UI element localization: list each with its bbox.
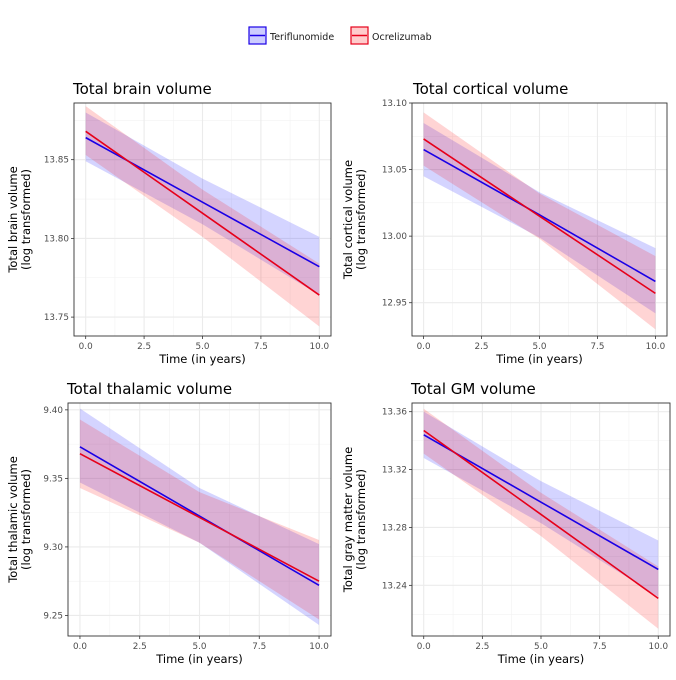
- x-tick-label: 0.0: [73, 642, 87, 652]
- x-tick-label: 2.5: [475, 342, 489, 352]
- y-axis-label: Total cortical volume: [341, 160, 355, 280]
- plot-border: [67, 402, 332, 637]
- trend-line-teriflunomide: [423, 434, 659, 571]
- chart-panels: 0.0 2.5 5.0 7.5 10.0 13.75 13.80 13.85 Total bra…: [6, 80, 671, 666]
- x-tick-label: 7.5: [254, 342, 268, 352]
- panel-title: Total cortical volume: [412, 80, 568, 98]
- y-tick-label: 9.35: [43, 474, 63, 484]
- trend-line-ocrelizumab: [423, 138, 656, 295]
- y-tick-label: 9.30: [43, 543, 63, 553]
- y-axis-label: Total thalamic volume: [6, 456, 20, 584]
- panel-1: 0.0 2.5 5.0 7.5 10.0 13.75 13.80 13.85 Total bra…: [6, 80, 332, 366]
- x-tick-label: 0.0: [417, 342, 431, 352]
- x-tick-label: 2.5: [133, 642, 147, 652]
- y-axis-label: (log transformed): [354, 169, 368, 270]
- x-tick-label: 10.0: [646, 342, 666, 352]
- x-axis-label: Time (in years): [158, 352, 246, 366]
- y-tick-label: 13.00: [382, 232, 408, 242]
- plot-border: [411, 102, 668, 337]
- x-tick-label: 7.5: [593, 642, 607, 652]
- y-tick-label: 13.05: [382, 166, 407, 176]
- confidence-ribbon-ocrelizumab: [79, 419, 320, 620]
- panel-2: 0.0 2.5 5.0 7.5 10.0 12.95 13.00 13.05 13.10 Tota…: [341, 80, 668, 366]
- legend: Teriflunomide Ocrelizumab: [248, 26, 432, 45]
- panel-title: Total brain volume: [72, 80, 212, 98]
- x-tick-label: 7.5: [252, 642, 266, 652]
- trend-line-ocrelizumab: [79, 453, 320, 582]
- x-tick-label: 2.5: [475, 642, 489, 652]
- x-tick-label: 10.0: [309, 642, 329, 652]
- x-tick-label: 10.0: [310, 342, 330, 352]
- trend-line-ocrelizumab: [85, 130, 320, 296]
- confidence-ribbon-ocrelizumab: [423, 408, 659, 629]
- y-tick-label: 13.36: [382, 408, 408, 418]
- x-tick-label: 7.5: [590, 342, 604, 352]
- x-tick-label: 5.0: [193, 642, 207, 652]
- x-axis-label: Time (in years): [155, 652, 243, 666]
- x-tick-label: 10.0: [648, 642, 668, 652]
- y-tick-label: 13.75: [44, 313, 69, 323]
- y-tick-label: 9.25: [43, 611, 63, 621]
- confidence-ribbon-ocrelizumab: [423, 112, 656, 330]
- y-tick-label: 13.28: [382, 523, 407, 533]
- x-tick-label: 0.0: [417, 642, 431, 652]
- panel-title: Total thalamic volume: [66, 380, 232, 398]
- y-axis-label: Total brain volume: [6, 166, 20, 273]
- x-tick-label: 5.0: [533, 342, 547, 352]
- legend-item-ocrelizumab: Ocrelizumab: [350, 26, 432, 45]
- x-tick-label: 5.0: [196, 342, 210, 352]
- y-axis-label: (log transformed): [19, 169, 33, 270]
- trend-line-teriflunomide: [423, 148, 656, 283]
- x-axis-label: Time (in years): [497, 652, 585, 666]
- confidence-ribbon-teriflunomide: [85, 112, 320, 296]
- x-axis-label: Time (in years): [495, 352, 583, 366]
- y-tick-label: 9.40: [43, 406, 63, 416]
- confidence-ribbon-teriflunomide: [423, 122, 656, 314]
- panel-title: Total GM volume: [410, 380, 536, 398]
- y-tick-label: 13.10: [382, 99, 408, 109]
- y-tick-label: 12.95: [382, 299, 407, 309]
- trend-line-teriflunomide: [79, 446, 320, 586]
- x-tick-label: 2.5: [137, 342, 151, 352]
- y-axis-label: (log transformed): [19, 469, 33, 570]
- y-tick-label: 13.80: [44, 234, 70, 244]
- y-axis-label: (log transformed): [354, 469, 368, 570]
- plot-border: [411, 402, 671, 637]
- y-axis-label: Total gray matter volume: [341, 447, 355, 593]
- legend-item-teriflunomide: Teriflunomide: [248, 26, 334, 45]
- panel-4: 0.0 2.5 5.0 7.5 10.013.2413.2813.3213.36Tota…: [341, 380, 671, 666]
- plot-border: [73, 102, 332, 337]
- y-tick-label: 13.24: [382, 581, 408, 591]
- y-tick-label: 13.32: [382, 466, 407, 476]
- trend-line-ocrelizumab: [423, 429, 659, 600]
- legend-label: Teriflunomide: [269, 32, 334, 43]
- confidence-ribbon-ocrelizumab: [85, 106, 320, 327]
- x-tick-label: 0.0: [79, 342, 93, 352]
- legend-label: Ocrelizumab: [372, 32, 432, 43]
- x-tick-label: 5.0: [534, 642, 548, 652]
- confidence-ribbon-teriflunomide: [423, 411, 659, 597]
- y-tick-label: 13.85: [44, 156, 69, 166]
